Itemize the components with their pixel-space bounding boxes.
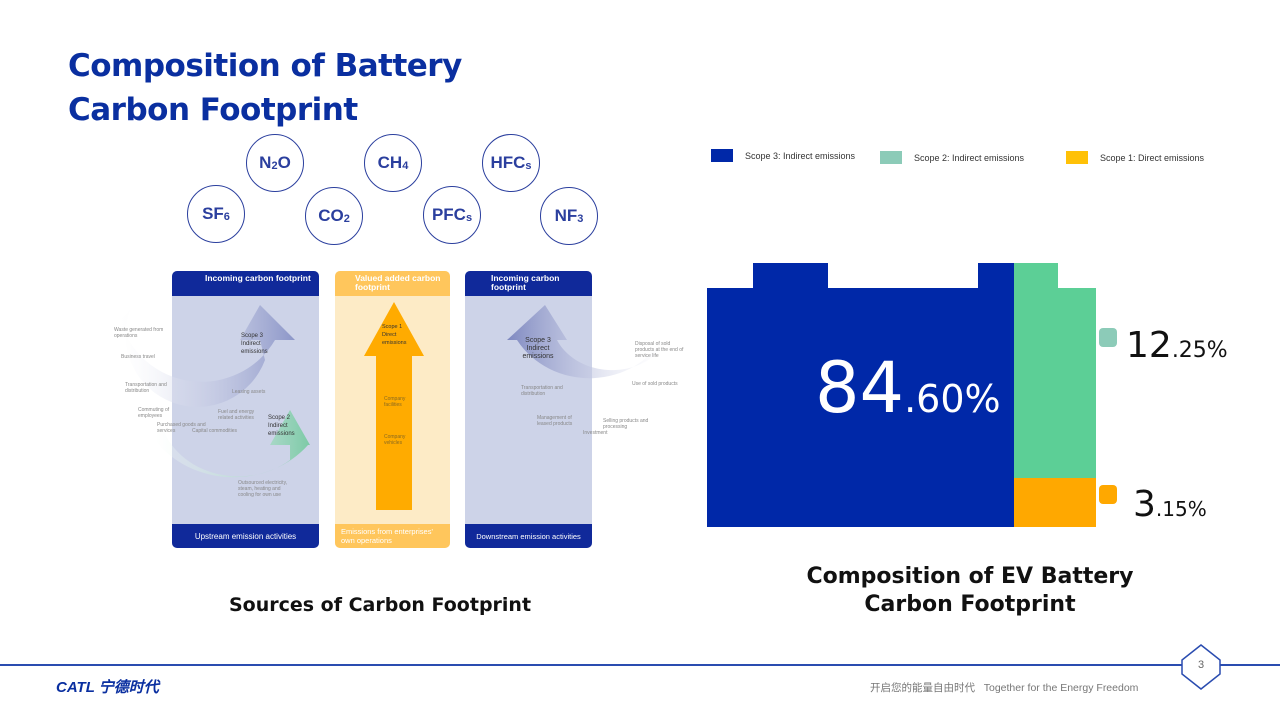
downstream-arrow (507, 305, 665, 379)
gas-circle: PFC s (423, 186, 481, 244)
scope1-value: 3.15% (1133, 484, 1207, 525)
item-label: Use of sold products (632, 381, 678, 387)
legend-label: Scope 3: Indirect emissions (745, 150, 856, 161)
panel-footer: Emissions from enterprises' own operatio… (335, 524, 450, 548)
panel-header: Incoming carbon footprint (465, 271, 592, 296)
gas-subscript: s (465, 212, 473, 224)
page-number: 3 (1197, 659, 1205, 671)
label-decimal: .25% (1172, 338, 1228, 363)
gas-subscript: 3 (577, 213, 584, 225)
label-decimal: .15% (1156, 497, 1207, 521)
gas-subscript: 2 (343, 213, 350, 225)
scope2-marker (1099, 328, 1117, 347)
item-label: Selling products and processing (603, 418, 649, 430)
legend-swatch (1066, 151, 1088, 164)
sources-caption: Sources of Carbon Footprint (228, 594, 532, 616)
scope2-bar (1014, 263, 1096, 478)
item-label: Outsourced electricity, steam, heating a… (238, 480, 288, 498)
panel-header: Valued added carbon footprint (335, 271, 450, 296)
scope1-arrow (364, 302, 424, 510)
panel-footer: Downstream emission activities (465, 524, 592, 548)
scope1-bar (1014, 478, 1096, 527)
gas-subscript: 4 (402, 160, 409, 172)
legend-label: Scope 2: Indirect emissions (914, 152, 1025, 163)
label-integer: 3 (1133, 484, 1156, 525)
gas-subscript: 6 (223, 211, 230, 223)
downstream-panel: Incoming carbon footprint Downstream emi… (465, 271, 592, 548)
gas-formula: PFC (431, 205, 466, 224)
item-label: Capital commodities (192, 428, 238, 434)
item-label: Company facilities (384, 396, 406, 408)
label-decimal: .60% (904, 377, 1001, 421)
item-label: Purchased goods and services (157, 422, 206, 434)
legend-label: Scope 1: Direct emissions (1100, 152, 1205, 163)
scope2-value: 12.25% (1126, 325, 1228, 366)
legend-item: Scope 3: Indirect emissions (711, 149, 855, 162)
label-integer: 12 (1126, 325, 1172, 366)
gas-formula-tail: O (277, 153, 291, 172)
scope2-arrow (155, 410, 310, 478)
slogan: 开启您的能量自由时代 Together for the Energy Freed… (870, 682, 1139, 694)
scope2-label: Scope 2 Indirect emissions (268, 415, 295, 437)
item-label: Investment (583, 430, 608, 436)
item-label: Transportation and distribution (125, 382, 167, 394)
gas-circle: NF 3 (540, 187, 598, 245)
gas-circle: CO 2 (305, 187, 363, 245)
scope3-label: Scope 3 Indirect emissions (522, 337, 554, 360)
scope3-bar (707, 263, 1014, 527)
legend-item: Scope 2: Indirect emissions (880, 151, 1024, 164)
scope3-value: 84.60% (815, 347, 1001, 429)
item-label: Fuel and energy related activities (218, 409, 255, 421)
item-label: Waste generated from operations (114, 327, 164, 339)
scope1-marker (1099, 485, 1117, 504)
item-label: Leasing assets (232, 389, 266, 395)
scope1-label: Scope 1 Direct emissions (382, 324, 407, 346)
gas-formula: CH (377, 153, 403, 172)
scope3-label: Scope 3 Indirect emissions (241, 333, 268, 355)
scope3-arrow (120, 305, 295, 407)
panel-footer: Upstream emission activities (172, 524, 319, 548)
item-label: Transportation and distribution (521, 385, 563, 397)
page-badge (1181, 644, 1221, 690)
footer-divider (0, 664, 1280, 666)
page-title: Composition of Battery Carbon Footprint (68, 44, 488, 132)
gas-formula: N (259, 153, 272, 172)
item-label: Company vehicles (384, 434, 406, 446)
catl-logo: CATL 宁德时代 (56, 679, 159, 696)
legend-swatch (880, 151, 902, 164)
item-label: Management of leased products (537, 415, 573, 427)
item-label: Commuting of employees (138, 407, 170, 419)
legend-item: Scope 1: Direct emissions (1066, 151, 1204, 164)
title-line: Carbon Footprint (68, 92, 358, 128)
gas-circle: SF 6 (187, 185, 245, 243)
legend-swatch (711, 149, 733, 162)
upstream-arrows (120, 305, 310, 478)
gas-subscript: 2 (271, 160, 278, 172)
panel-header: Incoming carbon footprint (172, 271, 319, 296)
title-line: Composition of Battery (68, 48, 462, 84)
gas-circle: HFC s (482, 134, 540, 192)
item-label: Disposal of sold products at the end of … (635, 341, 684, 359)
gas-formula: SF (202, 204, 224, 223)
gas-formula: HFC (490, 153, 526, 172)
chart-title: Composition of EV Battery Carbon Footpri… (806, 564, 1134, 617)
gas-circle: CH 4 (364, 134, 422, 192)
upstream-panel: Incoming carbon footprint Upstream emiss… (172, 271, 319, 548)
gas-formula: CO (318, 206, 344, 225)
gas-formula: NF (554, 206, 578, 225)
gas-subscript: s (525, 160, 532, 172)
label-integer: 84 (815, 347, 904, 429)
battery-chart: 84.60% 12.25% 3.15% (707, 263, 1228, 527)
item-label: Business travel (121, 354, 155, 360)
